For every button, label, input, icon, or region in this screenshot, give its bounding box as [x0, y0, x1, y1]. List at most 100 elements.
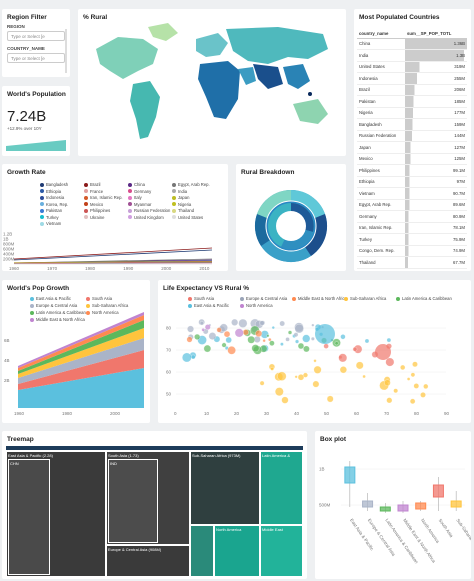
scatter-point[interactable] [326, 395, 334, 403]
table-row[interactable]: Ethiopia 97M [357, 176, 467, 188]
scatter-point[interactable] [295, 339, 300, 344]
legend-item[interactable]: Vietnam [40, 221, 61, 226]
scatter-point[interactable] [247, 335, 256, 344]
box[interactable] [397, 504, 409, 512]
table-row[interactable]: Nigeria 177M [357, 107, 467, 119]
scatter-point[interactable] [269, 340, 275, 346]
scatter-point[interactable] [315, 324, 335, 344]
scatter-point[interactable] [225, 336, 232, 344]
legend-item[interactable]: United Kingdom [128, 215, 164, 220]
table-row[interactable]: Mexico 125M [357, 153, 467, 165]
table-row[interactable]: Congo, Dem. Rep. 74.9M [357, 245, 467, 257]
scatter-point[interactable] [352, 346, 358, 352]
legend-item[interactable]: Pakistan [40, 208, 62, 213]
scatter-point[interactable] [194, 333, 201, 340]
legend-item[interactable]: Europe & Central Asia [240, 296, 287, 301]
treemap-block-east-asia-chn[interactable]: CHN [8, 459, 50, 575]
scatter-point[interactable] [293, 332, 299, 337]
scatter-point[interactable] [221, 342, 227, 348]
legend-item[interactable]: Europe & Central Asia [30, 303, 77, 308]
table-row[interactable]: Thailand 67.7M [357, 256, 467, 268]
scatter-point[interactable] [281, 396, 289, 404]
scatter-point[interactable] [409, 398, 416, 404]
scatter-point[interactable] [406, 377, 411, 381]
scatter-point[interactable] [231, 318, 239, 326]
legend-item[interactable]: East Asia & Pacific [30, 296, 71, 301]
filter-scrollbar[interactable] [65, 29, 67, 73]
scatter-point[interactable] [204, 324, 211, 330]
scatter-point[interactable] [302, 334, 311, 343]
table-row[interactable]: Philippines 99.1M [357, 164, 467, 176]
col-pop-header[interactable]: sum__SP_POP_TOTL [407, 30, 452, 36]
scatter-point[interactable] [311, 323, 315, 327]
legend-item[interactable]: China [128, 182, 145, 187]
box[interactable] [362, 500, 374, 508]
treemap-block-sub-saharan[interactable]: Sub-Saharan Africa (973M) [190, 451, 260, 525]
scatter-point[interactable] [208, 332, 217, 340]
legend-item[interactable]: Sub-Saharan Africa [344, 296, 386, 301]
scatter-point[interactable] [413, 383, 420, 389]
scatter-point[interactable] [323, 343, 329, 349]
scatter-point[interactable] [268, 337, 272, 342]
scatter-point[interactable] [364, 338, 370, 344]
scatter-point[interactable] [297, 342, 305, 350]
legend-item[interactable]: Italy [128, 195, 142, 200]
scatter-point[interactable] [216, 327, 222, 333]
legend-item[interactable]: South Asia [188, 296, 214, 301]
treemap-block-europe-extra[interactable] [190, 525, 214, 577]
scatter-point[interactable] [201, 328, 205, 332]
legend-item[interactable]: Bangladesh [40, 182, 68, 187]
scatter-point[interactable] [313, 359, 317, 363]
scatter-point[interactable] [277, 371, 287, 381]
box[interactable] [379, 506, 391, 512]
scatter-point[interactable] [262, 339, 266, 343]
scatter-point[interactable] [199, 321, 204, 326]
sunburst-chart[interactable] [236, 164, 346, 271]
legend-item[interactable]: Germany [128, 189, 151, 194]
scatter-point[interactable] [311, 336, 315, 341]
treemap-block-latin-america[interactable]: Latin America & [260, 451, 303, 525]
scatter-point[interactable] [227, 346, 236, 355]
scatter-point[interactable] [386, 397, 393, 404]
treemap-block-south-asia-ind[interactable]: IND [108, 459, 158, 543]
legend-item[interactable]: Thailand [172, 208, 194, 213]
legend-item[interactable]: Myanmar [128, 202, 151, 207]
scatter-point[interactable] [242, 329, 249, 336]
treemap-block-north-america[interactable]: North America [214, 525, 260, 577]
legend-item[interactable]: Latin America & Caribbean [396, 296, 452, 301]
region-input[interactable]: Type or Select [e [7, 31, 65, 41]
scatter-point[interactable] [287, 330, 293, 335]
scatter-point[interactable] [400, 364, 406, 371]
legend-item[interactable]: Middle East & North Africa [30, 317, 85, 322]
table-row[interactable]: Germany 80.9M [357, 210, 467, 222]
scatter-point[interactable] [410, 372, 416, 377]
table-row[interactable]: India 1.3B [357, 49, 467, 61]
scatter-point[interactable] [412, 361, 418, 367]
scatter-point[interactable] [238, 318, 248, 328]
scatter-point[interactable] [393, 388, 398, 394]
scatter-point[interactable] [334, 341, 339, 346]
scatter-point[interactable] [313, 365, 322, 374]
legend-item[interactable]: East Asia & Pacific [188, 303, 229, 308]
scatter-point[interactable] [338, 353, 348, 363]
treemap-block-europe[interactable]: Europe & Central Asia (908M) [106, 545, 190, 577]
country-input[interactable]: Type or Select [e [7, 53, 65, 63]
legend-item[interactable]: Japan [172, 195, 189, 200]
legend-item[interactable]: United States [172, 215, 203, 220]
box[interactable] [415, 502, 427, 510]
col-country-header[interactable]: country_name [359, 30, 389, 36]
scatter-point[interactable] [203, 344, 212, 353]
scatter-point[interactable] [275, 387, 284, 396]
scatter-point[interactable] [339, 366, 347, 374]
table-row[interactable]: Vietnam 90.7M [357, 187, 467, 199]
scatter-point[interactable] [385, 357, 395, 367]
scatter-point[interactable] [285, 337, 290, 342]
scatter-point[interactable] [191, 354, 196, 360]
scatter-point[interactable] [294, 323, 304, 334]
legend-item[interactable]: Korea, Rep. [40, 202, 68, 207]
table-row[interactable]: Brazil 206M [357, 84, 467, 96]
box[interactable] [344, 466, 356, 484]
scatter-point[interactable] [384, 379, 391, 386]
legend-item[interactable]: Middle East & North Africa [292, 296, 347, 301]
legend-item[interactable]: Russian Federation [128, 208, 170, 213]
